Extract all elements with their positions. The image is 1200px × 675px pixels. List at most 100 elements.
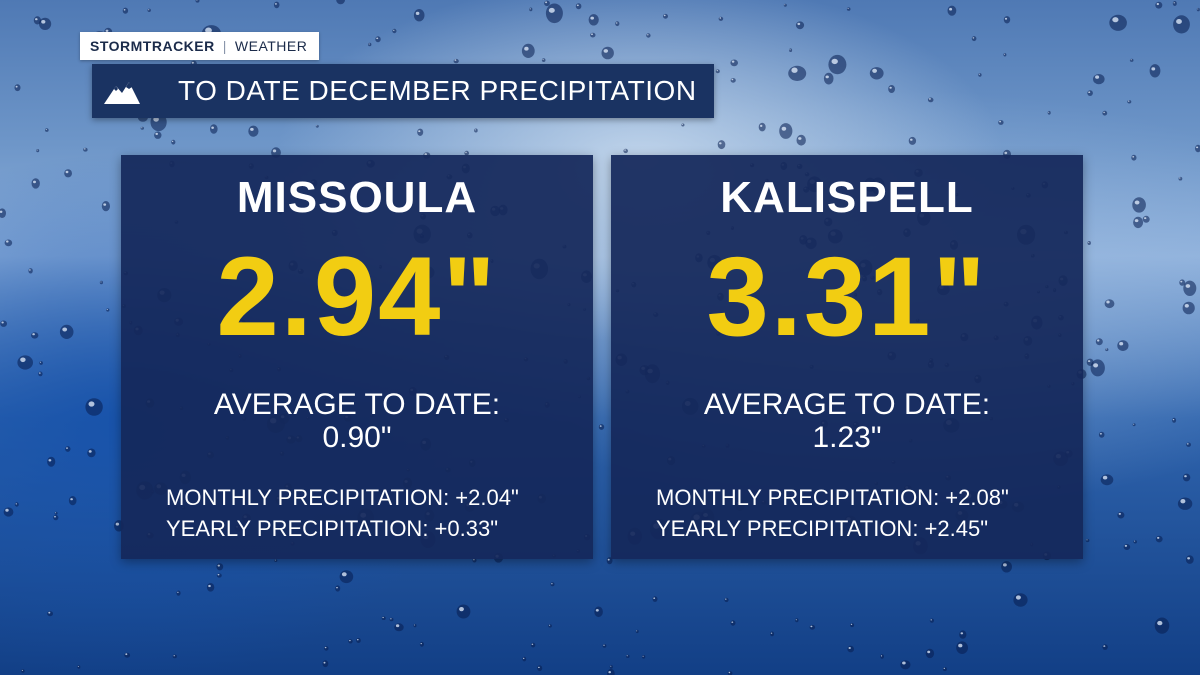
rain-drop xyxy=(1185,555,1194,564)
rain-drop xyxy=(472,558,477,563)
rain-drop xyxy=(522,656,527,662)
rain-drop xyxy=(77,665,81,669)
rain-drop xyxy=(908,136,917,145)
rain-drop xyxy=(1182,301,1195,315)
precipitation-stats: MONTHLY PRECIPITATION: +2.08" YEARLY PRE… xyxy=(656,482,1009,544)
rain-drop xyxy=(1173,15,1190,34)
rain-drop xyxy=(929,618,935,623)
rain-drop xyxy=(730,59,738,67)
rain-drop xyxy=(335,585,341,592)
rain-drop xyxy=(1003,16,1011,24)
rain-drop xyxy=(730,78,736,83)
rain-drop xyxy=(216,563,224,571)
rain-drop xyxy=(646,33,651,38)
rain-drop xyxy=(124,652,131,658)
rain-drop xyxy=(392,28,397,34)
rain-drop xyxy=(971,36,977,42)
rain-drop xyxy=(336,0,345,5)
rain-drop xyxy=(14,502,19,507)
rain-drop xyxy=(663,13,668,19)
rain-drop xyxy=(783,3,787,7)
rain-drop xyxy=(474,128,478,133)
rain-drop xyxy=(28,268,33,274)
rain-drop xyxy=(47,611,53,617)
rain-drop xyxy=(869,67,884,80)
brand-name: STORMTRACKER xyxy=(90,38,215,54)
rain-drop xyxy=(888,85,895,93)
rain-drop xyxy=(417,128,424,136)
precipitation-stats: MONTHLY PRECIPITATION: +2.04" YEARLY PRE… xyxy=(166,482,519,544)
rain-drop xyxy=(544,0,550,7)
rain-drop xyxy=(1127,100,1132,104)
rain-drop xyxy=(730,620,736,626)
rain-drop xyxy=(419,641,424,647)
rain-drop xyxy=(956,641,968,654)
rain-drop xyxy=(1154,617,1170,634)
rain-drop xyxy=(623,148,628,154)
rain-drop xyxy=(1117,340,1129,351)
rain-drop xyxy=(53,514,59,521)
rain-drop xyxy=(541,58,546,62)
rain-drop xyxy=(615,21,620,27)
title-bar: TO DATE DECEMBER PRECIPITATION xyxy=(92,64,714,118)
rain-drop xyxy=(978,73,982,77)
rain-drop xyxy=(758,122,766,132)
rain-drop xyxy=(1095,338,1103,346)
rain-drop xyxy=(3,507,14,517)
rain-drop xyxy=(1155,535,1163,543)
rain-drop xyxy=(770,631,775,637)
rain-drop xyxy=(39,361,43,365)
rain-drop xyxy=(1001,561,1012,573)
rain-drop xyxy=(529,7,533,12)
rain-drop xyxy=(1178,176,1183,181)
rain-drop xyxy=(1179,279,1186,286)
rain-drop xyxy=(521,43,535,59)
rain-drop xyxy=(796,134,806,146)
rain-drop xyxy=(1183,280,1197,296)
rain-drop xyxy=(727,671,733,675)
rain-drop xyxy=(171,139,176,145)
rain-drop xyxy=(1172,417,1177,423)
rain-drop xyxy=(1129,58,1134,62)
rain-drop xyxy=(413,623,417,628)
rain-drop xyxy=(39,17,52,30)
rain-drop xyxy=(1186,442,1191,447)
rain-drop xyxy=(36,149,40,153)
rain-drop xyxy=(1098,431,1105,438)
mountain-icon xyxy=(92,64,152,118)
rain-drop xyxy=(315,124,319,128)
rain-drop xyxy=(54,511,58,515)
city-card-kalispell: KALISPELL 3.31" AVERAGE TO DATE: 1.23" M… xyxy=(611,155,1083,559)
precipitation-total: 3.31" xyxy=(706,234,988,359)
rain-drop xyxy=(598,424,605,430)
rain-drop xyxy=(381,616,386,620)
rain-drop xyxy=(927,97,934,103)
rain-drop xyxy=(795,618,799,623)
rain-drop xyxy=(68,496,77,506)
rain-drop xyxy=(809,624,816,630)
rain-drop xyxy=(210,124,218,134)
rain-drop xyxy=(21,669,25,673)
rain-drop xyxy=(274,559,278,562)
average-value: 0.90" xyxy=(322,421,392,454)
rain-drop xyxy=(850,623,855,628)
rain-drop xyxy=(588,14,599,26)
rain-drop xyxy=(1131,154,1137,161)
rain-drop xyxy=(1109,14,1127,31)
rain-drop xyxy=(456,604,471,619)
rain-drop xyxy=(789,48,793,52)
rain-drop xyxy=(1177,497,1193,510)
monthly-precipitation: MONTHLY PRECIPITATION: +2.08" xyxy=(656,485,1009,510)
rain-drop xyxy=(195,0,200,3)
rain-drop xyxy=(106,308,110,312)
rain-drop xyxy=(413,9,425,22)
rain-drop xyxy=(652,596,658,602)
city-name: KALISPELL xyxy=(720,173,974,222)
rain-drop xyxy=(788,65,807,81)
rain-drop xyxy=(83,147,88,152)
rain-drop xyxy=(590,32,596,38)
rain-drop xyxy=(1104,299,1115,309)
rain-drop xyxy=(216,573,222,578)
rain-drop xyxy=(339,570,354,584)
